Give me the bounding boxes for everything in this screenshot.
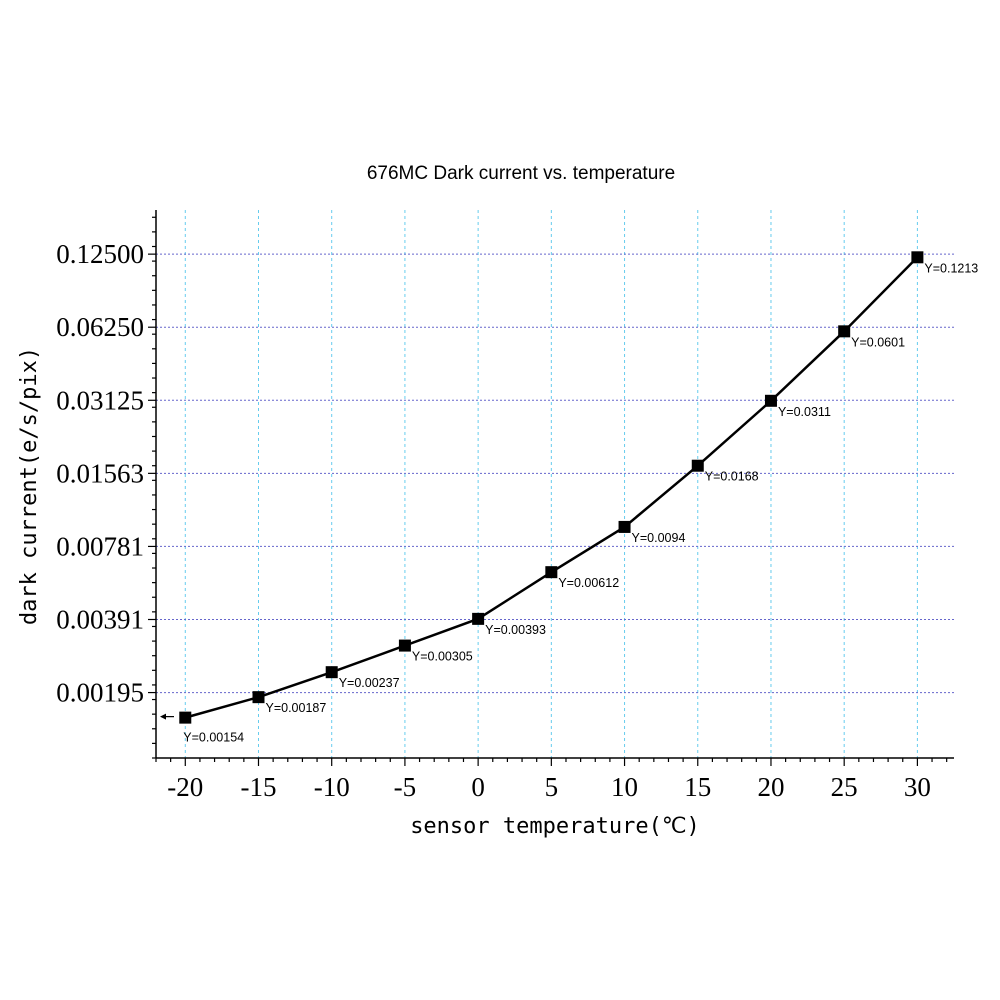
x-tick-label: -15 — [240, 772, 276, 802]
data-point — [618, 520, 631, 533]
x-tick-label: 30 — [904, 772, 931, 802]
data-point — [691, 459, 704, 472]
data-point — [179, 711, 192, 724]
x-tick-label: 5 — [545, 772, 559, 802]
data-point — [398, 639, 411, 652]
y-tick-label: 0.00781 — [56, 531, 144, 561]
data-point — [472, 612, 485, 625]
y-tick-label: 0.01563 — [56, 458, 144, 488]
ticks: -20 -15 -10 -5 0 5 10 15 20 25 30 0.12500 0.06250 0.0… — [56, 216, 948, 802]
x-tick-label: 0 — [471, 772, 485, 802]
x-tick-label: 10 — [611, 772, 638, 802]
data-label: Y=0.00612 — [558, 576, 619, 590]
data-label: Y=0.00154 — [183, 731, 244, 745]
x-tick-label: -20 — [167, 772, 203, 802]
x-axis-label: sensor temperature(℃) — [410, 814, 700, 839]
series: Y=0.00154 Y=0.00187 Y=0.00237 Y=0.00305 Y=0.… — [160, 251, 978, 745]
x-tick-label: 15 — [684, 772, 711, 802]
y-tick-label: 0.00391 — [56, 604, 144, 634]
data-label: Y=0.00187 — [265, 701, 326, 715]
data-point — [325, 666, 338, 679]
data-label: Y=0.0601 — [851, 335, 905, 349]
data-point — [764, 394, 777, 407]
data-point — [911, 251, 924, 264]
data-label: Y=0.00237 — [339, 676, 400, 690]
data-label: Y=0.0311 — [778, 405, 831, 419]
x-tick-label: -5 — [394, 772, 417, 802]
axes — [155, 210, 954, 759]
y-tick-label: 0.03125 — [56, 385, 144, 415]
data-point — [545, 566, 558, 579]
y-tick-label: 0.00195 — [56, 678, 144, 708]
x-tick-label: 25 — [831, 772, 858, 802]
data-label: Y=0.0168 — [705, 470, 759, 484]
x-tick-label: -10 — [314, 772, 350, 802]
data-label: Y=0.0094 — [632, 531, 686, 545]
data-point — [252, 691, 265, 704]
data-point — [838, 325, 851, 338]
data-label: Y=0.00393 — [485, 623, 546, 637]
y-tick-label: 0.06250 — [56, 312, 144, 342]
data-label: Y=0.00305 — [412, 650, 473, 664]
first-point-arrow-head — [160, 713, 166, 720]
data-label: Y=0.1213 — [924, 261, 978, 275]
y-axis-label: dark current(e/s/pix) — [17, 347, 42, 625]
x-tick-label: 20 — [757, 772, 784, 802]
grid — [156, 210, 954, 758]
y-tick-label: 0.12500 — [56, 239, 144, 269]
chart-title: 676MC Dark current vs. temperature — [367, 163, 675, 184]
